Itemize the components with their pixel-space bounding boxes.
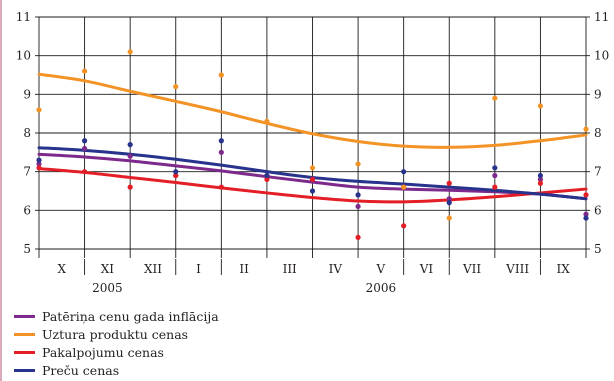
trend-line [37,152,588,201]
data-point [218,149,224,155]
x-year-label: 2006 [366,281,397,295]
data-point [264,172,270,179]
y-tick-label: 5 [23,242,31,256]
data-point [127,153,133,159]
data-point [81,145,88,152]
legend-label: Preču cenas [42,362,120,378]
data-point [173,169,179,175]
y-tick-label: 8 [594,126,602,140]
legend-swatch [14,332,35,336]
data-point [537,176,544,182]
y-tick-label: 7 [594,165,602,179]
y-axis-left: 5 6 7 8 9 10 11 [16,10,31,256]
data-point [36,107,42,113]
data-point [81,169,88,175]
data-point [446,200,452,206]
x-tick-label: VI [419,262,434,276]
y-tick-label: 9 [23,87,31,101]
data-point [81,68,88,74]
x-tick-label: X [58,262,67,276]
data-point [401,184,407,190]
data-point [218,72,224,78]
data-point [492,184,498,190]
data-point [264,118,270,124]
y-tick-label: 7 [23,165,31,179]
y-tick-label: 5 [594,242,602,256]
y-tick-label: 11 [594,10,609,24]
legend-label: Pakalpojumu cenas [42,344,164,360]
data-point [492,95,498,101]
data-point [492,165,498,171]
data-point [36,157,42,163]
y-tick-label: 6 [594,203,602,217]
data-point [81,138,88,144]
data-point [583,215,589,221]
x-year-label: 2005 [92,281,123,295]
y-tick-label: 9 [594,87,602,101]
data-point [127,49,133,55]
data-point [309,165,316,171]
x-tick-label: XII [144,262,162,276]
trend-line [37,72,588,149]
x-tick-label: II [239,262,249,276]
data-point [218,184,224,190]
data-point [127,184,133,190]
data-point [309,188,316,194]
data-point [355,161,361,167]
data-point [127,142,133,148]
y-tick-label: 11 [16,10,31,24]
data-point [355,203,361,210]
x-tick-label: I [196,262,201,276]
data-point [36,161,42,167]
x-tick-label: IX [557,262,571,276]
data-point [173,84,179,90]
legend-label: Uztura produktu cenas [42,326,189,342]
data-point [583,126,589,132]
data-point [173,172,179,179]
y-tick-label: 10 [594,49,609,63]
trend-lines [37,72,588,204]
legend-swatch [14,368,35,372]
data-point [537,172,544,179]
data-point [537,103,544,109]
legend-swatch [14,314,35,318]
x-tick-label: VII [462,262,481,276]
data-points [36,49,589,240]
data-point [309,176,316,182]
data-point [492,172,498,179]
data-point [583,211,589,217]
x-tick-label: XI [101,262,115,276]
trend-line [37,167,588,204]
data-point [264,176,270,182]
legend-item: Patēriņa cenu gada inflācija [14,307,219,325]
data-point [446,180,452,186]
x-tick-label: III [283,262,297,276]
x-tick-label: IV [329,262,343,276]
y-tick-label: 6 [23,203,31,217]
legend-item: Uztura produktu cenas [14,325,219,343]
y-tick-label: 10 [16,49,31,63]
data-point [446,196,452,202]
data-point [218,138,224,144]
legend: Patēriņa cenu gada inflācija Uztura prod… [14,307,219,379]
x-tick-label: V [376,262,386,276]
legend-label: Patēriņa cenu gada inflācija [42,308,219,324]
data-point [355,234,361,240]
data-point [583,192,589,198]
data-point [401,169,407,175]
y-axis-right: 5 6 7 8 9 10 11 [594,10,609,256]
data-point [446,215,452,221]
legend-item: Pakalpojumu cenas [14,343,219,361]
data-point [401,223,407,229]
legend-item: Preču cenas [14,361,219,379]
data-point [537,180,544,186]
data-point [36,165,42,171]
legend-swatch [14,350,35,354]
y-tick-label: 8 [23,126,31,140]
data-point [355,192,361,198]
x-tick-label: VIII [505,262,529,276]
